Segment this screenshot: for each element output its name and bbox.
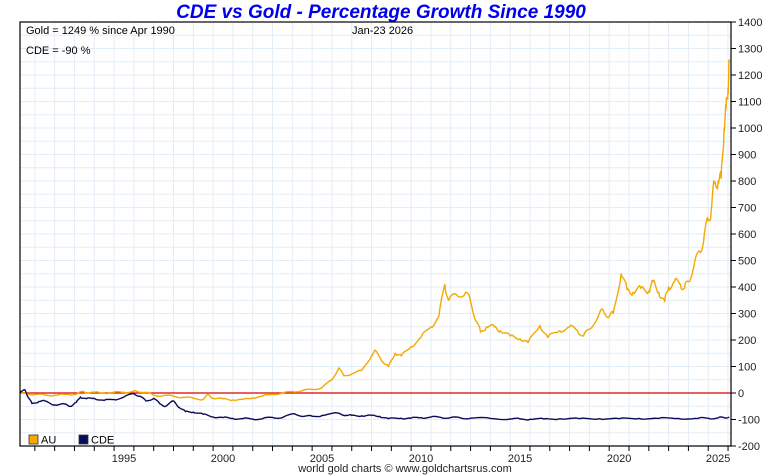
x-tick-label: 2010 — [409, 453, 433, 465]
series-layer — [19, 59, 730, 421]
footer-credit: world gold charts © www.goldchartsrus.co… — [297, 463, 512, 475]
y-tick-label: 400 — [738, 282, 756, 294]
cde-summary-annotation: CDE = -90 % — [26, 45, 91, 57]
series-line-cde — [19, 389, 730, 421]
chart-title-text: CDE vs Gold - Percentage Growth Since 19… — [176, 2, 586, 23]
y-tick-label: 1000 — [738, 123, 762, 135]
x-tick-label: 1995 — [112, 453, 136, 465]
grid — [20, 21, 731, 447]
y-tick-label: 500 — [738, 256, 756, 268]
legend-swatch-cde — [78, 434, 89, 445]
x-tick-label: 2025 — [706, 453, 730, 465]
legend-swatch-au — [28, 434, 39, 445]
y-tick-label: 700 — [738, 203, 756, 215]
chart-title: CDE vs Gold - Percentage Growth Since 19… — [0, 2, 772, 24]
legend: AU CDE — [28, 434, 114, 447]
series-line-au — [19, 59, 730, 402]
legend-label-cde: CDE — [91, 435, 114, 447]
y-tick-label: -200 — [738, 441, 760, 453]
y-tick-label: 300 — [738, 309, 756, 321]
y-tick-label: 200 — [738, 335, 756, 347]
x-tick-label: 2005 — [310, 453, 334, 465]
x-tick-label: 2000 — [211, 453, 235, 465]
x-axis: 1995 2000 2005 2010 2015 2020 2025 — [34, 446, 730, 465]
y-tick-label: 1100 — [738, 97, 762, 109]
y-tick-label: 1400 — [738, 17, 762, 29]
legend-label-au: AU — [41, 435, 56, 447]
x-tick-label: 2015 — [508, 453, 532, 465]
y-tick-label: 600 — [738, 229, 756, 241]
y-tick-label: 0 — [738, 388, 744, 400]
y-tick-label: 100 — [738, 362, 756, 374]
y-tick-label: 900 — [738, 150, 756, 162]
y-tick-label: 1300 — [738, 44, 762, 56]
y-tick-label: -100 — [738, 415, 760, 427]
y-axis: -200 -100 0 100 200 300 400 500 600 700 800 900 1000… — [731, 17, 762, 453]
y-tick-label: 800 — [738, 176, 756, 188]
gold-summary-annotation: Gold = 1249 % since Apr 1990 — [26, 25, 175, 37]
date-annotation: Jan-23 2026 — [352, 25, 413, 37]
x-tick-label: 2020 — [607, 453, 631, 465]
y-tick-label: 1200 — [738, 70, 762, 82]
